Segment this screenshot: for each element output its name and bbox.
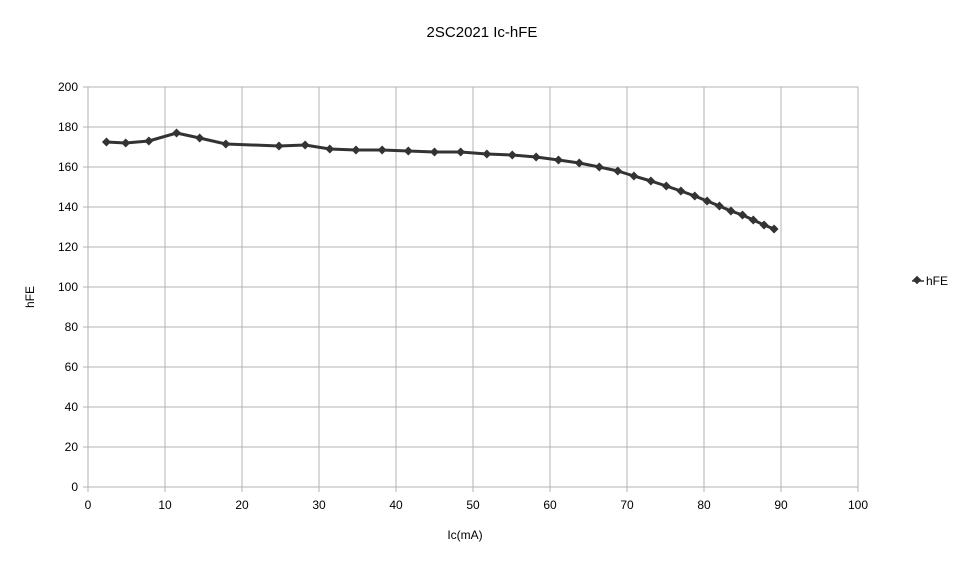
data-point xyxy=(274,141,284,151)
x-tick-label: 90 xyxy=(774,498,788,512)
data-point xyxy=(172,128,182,138)
y-tick-label: 200 xyxy=(58,80,78,94)
y-axis-ticks: 0 20 40 60 80 100 120 140 160 180 200 xyxy=(58,80,88,494)
data-point xyxy=(769,224,779,234)
data-point xyxy=(594,162,604,172)
data-point xyxy=(456,147,466,157)
y-tick-label: 0 xyxy=(71,480,78,494)
x-tick-label: 70 xyxy=(620,498,634,512)
x-axis-label: Ic(mA) xyxy=(447,528,482,542)
data-point xyxy=(613,166,623,176)
x-tick-label: 50 xyxy=(466,498,480,512)
legend-marker xyxy=(912,275,922,285)
data-point xyxy=(661,181,671,191)
data-point xyxy=(738,210,747,220)
data-point xyxy=(553,155,563,165)
data-point xyxy=(195,133,205,143)
x-tick-label: 100 xyxy=(848,498,868,512)
data-point xyxy=(759,220,769,230)
y-tick-label: 40 xyxy=(65,400,79,414)
x-tick-label: 80 xyxy=(697,498,711,512)
data-point xyxy=(144,136,154,146)
x-tick-label: 20 xyxy=(235,498,249,512)
data-point xyxy=(121,138,131,148)
x-tick-label: 30 xyxy=(312,498,326,512)
data-point xyxy=(300,140,310,150)
series-group xyxy=(101,128,779,234)
x-axis-ticks: 0 10 20 30 40 50 60 70 80 90 100 xyxy=(85,487,868,512)
y-tick-label: 160 xyxy=(58,160,78,174)
series-line xyxy=(106,131,775,231)
y-tick-label: 60 xyxy=(65,360,79,374)
data-point xyxy=(531,152,541,162)
chart-title: 2SC2021 Ic-hFE xyxy=(427,24,538,41)
y-tick-label: 100 xyxy=(58,280,78,294)
grid-lines xyxy=(87,86,859,488)
data-point xyxy=(325,144,335,154)
data-point xyxy=(748,215,758,225)
data-point xyxy=(726,206,736,216)
data-point xyxy=(377,145,387,155)
data-point xyxy=(351,145,361,155)
data-point xyxy=(430,147,439,157)
y-tick-label: 20 xyxy=(65,440,79,454)
data-point xyxy=(690,191,700,201)
y-tick-label: 140 xyxy=(58,200,78,214)
x-tick-label: 0 xyxy=(85,498,92,512)
legend: hFE xyxy=(912,274,948,288)
y-tick-label: 120 xyxy=(58,240,78,254)
y-axis-label: hFE xyxy=(23,286,37,308)
data-point xyxy=(714,201,724,211)
data-point xyxy=(482,149,492,159)
data-point xyxy=(403,146,413,156)
legend-label: hFE xyxy=(926,274,948,288)
data-point xyxy=(574,158,584,168)
data-point xyxy=(221,139,231,149)
x-tick-label: 10 xyxy=(158,498,172,512)
y-tick-label: 180 xyxy=(58,120,78,134)
data-point xyxy=(629,171,639,181)
x-tick-label: 40 xyxy=(389,498,403,512)
data-point xyxy=(101,137,111,147)
data-point xyxy=(507,150,517,160)
x-tick-label: 60 xyxy=(543,498,557,512)
data-point xyxy=(676,186,686,196)
y-tick-label: 80 xyxy=(65,320,79,334)
data-point xyxy=(646,176,656,186)
data-point xyxy=(702,196,712,206)
